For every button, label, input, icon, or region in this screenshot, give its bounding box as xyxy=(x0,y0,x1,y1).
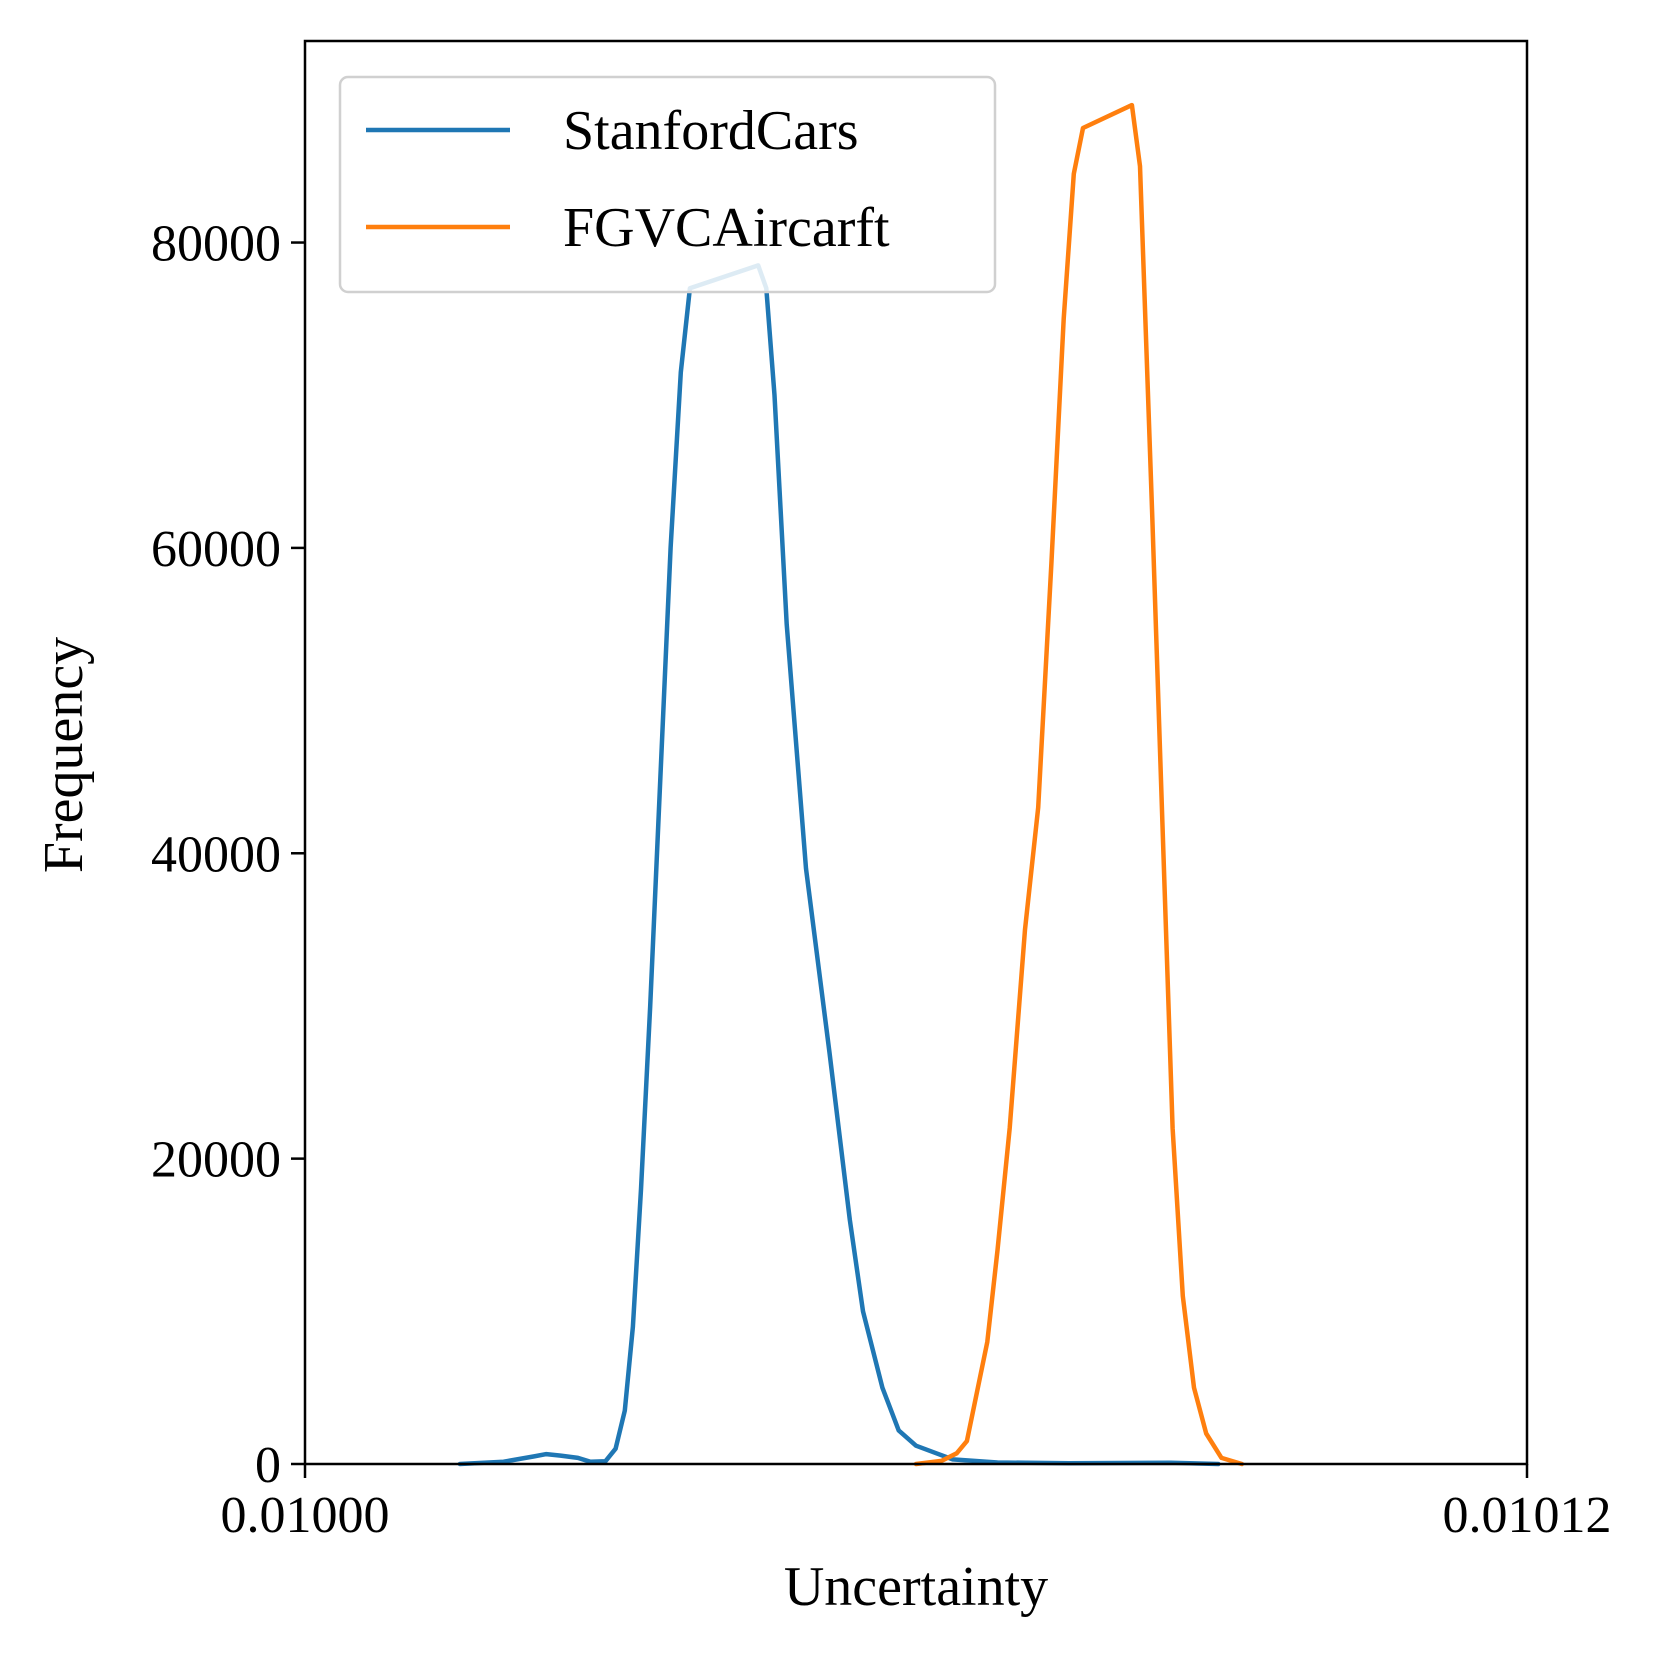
plot-area xyxy=(457,102,1245,1467)
y-tick-label: 80000 xyxy=(151,216,281,273)
x-axis-label: Uncertainty xyxy=(784,1556,1048,1618)
x-tick-label: 0.01012 xyxy=(1443,1487,1612,1544)
y-axis-label: Frequency xyxy=(33,637,95,873)
legend-label-stanfordcars: StanfordCars xyxy=(563,100,859,162)
legend-label-fgvcaircarft: FGVCAircarft xyxy=(563,197,890,259)
y-tick-label: 40000 xyxy=(151,826,281,883)
y-tick-label: 60000 xyxy=(151,521,281,578)
series-line-stanfordcars xyxy=(457,263,1221,1467)
legend: StanfordCars FGVCAircarft xyxy=(338,75,997,294)
axes-frame xyxy=(303,39,1529,1466)
y-tick-label: 0 xyxy=(255,1437,281,1494)
series-line-fgvcaircarft xyxy=(913,102,1245,1467)
axes: Uncertainty Frequency 0 20000 40000 60000 80… xyxy=(33,39,1612,1618)
x-tick-label: 0.01000 xyxy=(221,1487,390,1544)
y-tick-label: 20000 xyxy=(151,1132,281,1189)
